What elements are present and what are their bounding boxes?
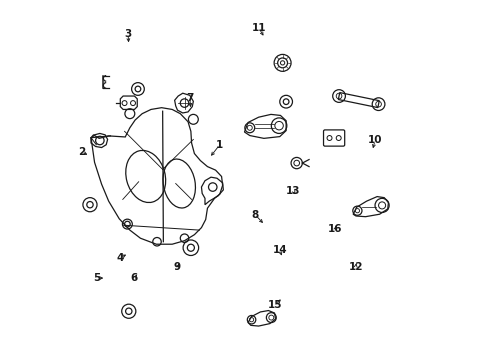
Text: 12: 12 bbox=[347, 262, 362, 273]
Text: 2: 2 bbox=[78, 147, 85, 157]
Text: 14: 14 bbox=[272, 245, 286, 255]
Text: 13: 13 bbox=[285, 186, 300, 195]
Text: 16: 16 bbox=[327, 224, 342, 234]
Text: 8: 8 bbox=[251, 210, 258, 220]
Text: 7: 7 bbox=[186, 93, 193, 103]
Text: 9: 9 bbox=[174, 262, 181, 273]
Text: 1: 1 bbox=[216, 140, 223, 150]
Text: 4: 4 bbox=[117, 253, 124, 262]
Text: 3: 3 bbox=[124, 28, 131, 39]
Text: 11: 11 bbox=[251, 23, 265, 33]
Text: 6: 6 bbox=[130, 273, 138, 283]
Text: 15: 15 bbox=[268, 300, 282, 310]
Text: 5: 5 bbox=[93, 273, 101, 283]
Text: 10: 10 bbox=[367, 135, 382, 145]
